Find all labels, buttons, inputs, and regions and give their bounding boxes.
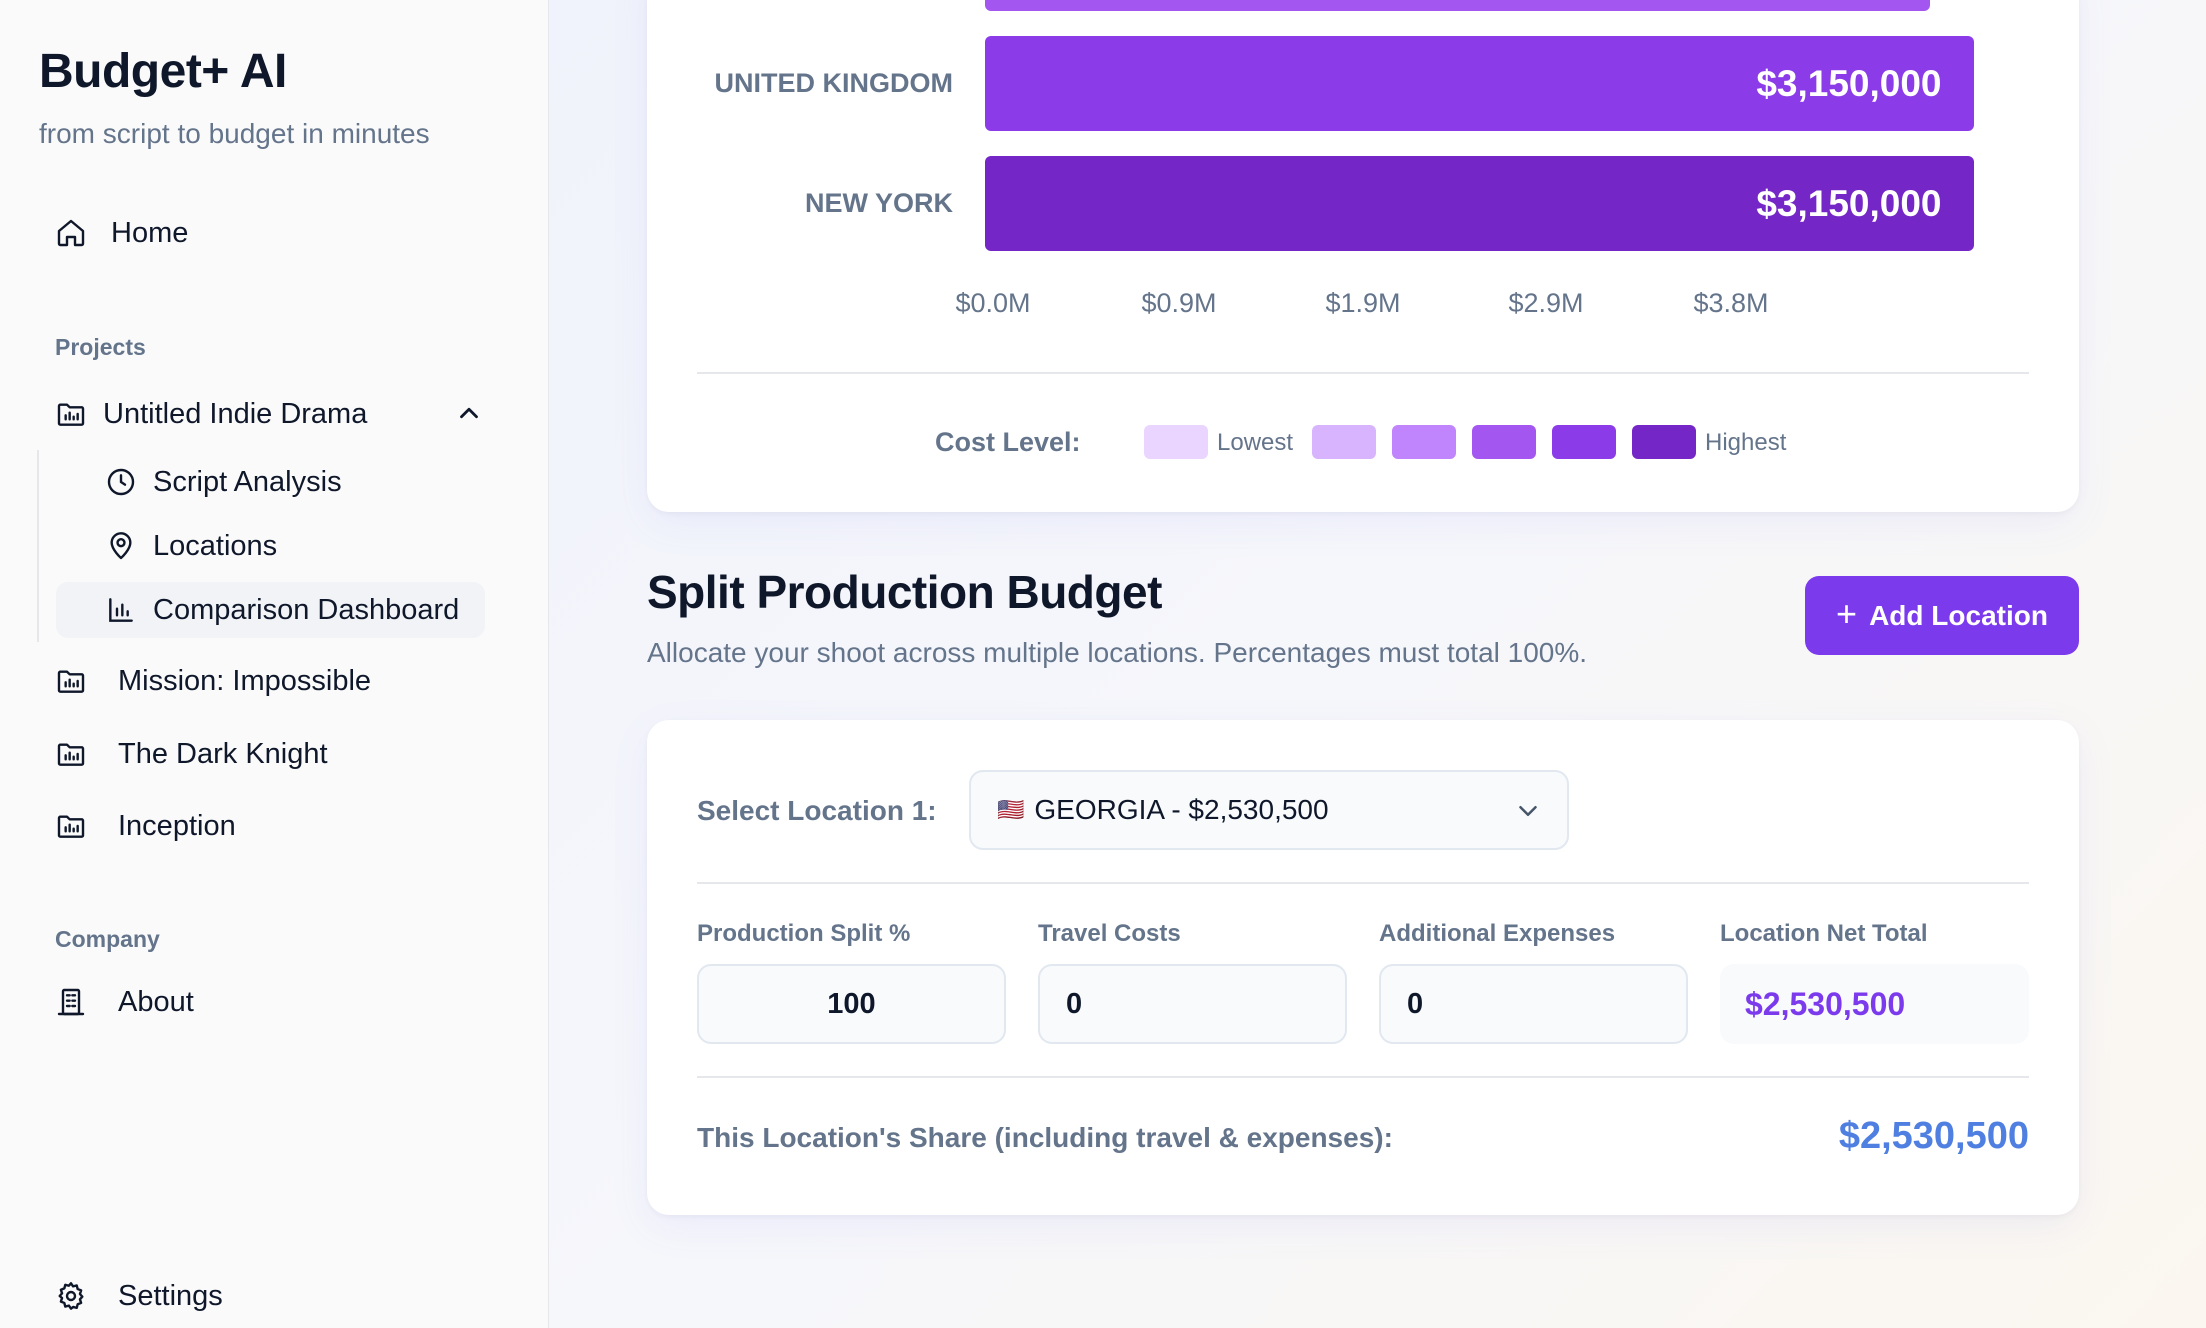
chart-divider xyxy=(697,372,2029,374)
app-subtitle: from script to budget in minutes xyxy=(39,118,430,149)
production-split-input[interactable]: 100 xyxy=(697,964,1006,1044)
legend-swatch-6 xyxy=(1632,425,1696,459)
production-split-label: Production Split % xyxy=(697,920,911,947)
home-icon xyxy=(54,216,88,250)
legend-swatch-5 xyxy=(1552,425,1616,459)
folder-icon xyxy=(54,809,88,843)
chart-bar-value-label: $3,150,000 xyxy=(1756,62,1942,104)
additional-expenses-label: Additional Expenses xyxy=(1379,920,1616,947)
legend-swatch-4 xyxy=(1472,425,1536,459)
building-icon xyxy=(54,985,88,1019)
folder-icon xyxy=(54,737,88,771)
app-title: Budget+ AI xyxy=(39,45,287,98)
location-select[interactable]: 🇺🇸 GEORGIA - $2,530,500 xyxy=(969,770,1569,850)
sidebar-project-untitled-indie-drama[interactable]: Untitled Indie Drama xyxy=(54,397,367,431)
add-location-button[interactable]: + Add Location xyxy=(1805,576,2079,655)
chevron-down-icon xyxy=(1519,806,1537,816)
sidebar-project-inception[interactable]: Inception xyxy=(54,809,236,843)
travel-costs-input[interactable]: 0 xyxy=(1038,964,1347,1044)
legend-lowest-label: Lowest xyxy=(1217,429,1294,456)
chart-bar-value-label: $3,150,000 xyxy=(1756,182,1942,224)
chevron-up-icon[interactable] xyxy=(454,398,484,428)
add-location-label: Add Location xyxy=(1869,599,2048,631)
active-item-highlight xyxy=(56,582,485,638)
sidebar-item-label: Locations xyxy=(153,529,278,562)
subnav-guide-line xyxy=(37,450,39,642)
legend-swatch-3 xyxy=(1392,425,1456,459)
sidebar-item-about[interactable]: About xyxy=(54,985,194,1019)
location-share-label: This Location's Share (including travel … xyxy=(697,1122,1393,1153)
folder-icon xyxy=(54,664,88,698)
legend-swatch-2 xyxy=(1312,425,1376,459)
chart-bar: $3,150,000 xyxy=(985,156,1974,251)
divider-top xyxy=(697,882,2029,884)
split-budget-description: Allocate your shoot across multiple loca… xyxy=(647,637,1588,668)
chart-x-tick-label: $2.9M xyxy=(1508,288,1584,318)
legend-title: Cost Level: xyxy=(935,427,1081,457)
clock-icon xyxy=(104,465,138,499)
sidebar-item-label: About xyxy=(118,985,194,1018)
additional-expenses-input[interactable]: 0 xyxy=(1379,964,1688,1044)
chart-bar: $3,150,000 xyxy=(985,36,1974,131)
sidebar-project-the-dark-knight[interactable]: The Dark Knight xyxy=(54,737,328,771)
sidebar-project-mission-impossible[interactable]: Mission: Impossible xyxy=(54,664,371,698)
chart-bar-partial xyxy=(985,0,1930,11)
location-net-total-value: $2,530,500 xyxy=(1720,964,2029,1044)
plus-icon: + xyxy=(1836,592,1858,634)
sidebar-item-label: The Dark Knight xyxy=(118,737,328,770)
chart-x-tick-label: $1.9M xyxy=(1325,288,1401,318)
sidebar-item-label: Mission: Impossible xyxy=(118,664,372,697)
chart-x-tick-label: $0.9M xyxy=(1141,288,1217,318)
chart-category-label: UNITED KINGDOM xyxy=(714,68,954,98)
chart-x-tick-label: $3.8M xyxy=(1693,288,1769,318)
sidebar-item-label: Script Analysis xyxy=(153,465,342,498)
location-net-total-label: Location Net Total xyxy=(1720,920,1928,947)
sidebar-item-script-analysis[interactable]: Script Analysis xyxy=(104,465,342,499)
projects-section-label: Projects xyxy=(55,334,146,360)
sidebar: Budget+ AI from script to budget in minu… xyxy=(0,0,549,1328)
split-budget-title: Split Production Budget xyxy=(647,566,1162,618)
chart-x-tick-label: $0.0M xyxy=(955,288,1031,318)
sidebar-item-label: Untitled Indie Drama xyxy=(103,397,368,430)
legend-swatch-1 xyxy=(1144,425,1208,459)
legend-highest-label: Highest xyxy=(1705,429,1787,456)
sidebar-item-settings[interactable]: Settings xyxy=(54,1279,223,1313)
location-select-value: GEORGIA - $2,530,500 xyxy=(1034,794,1329,825)
gear-icon xyxy=(54,1279,88,1313)
bar-chart-icon xyxy=(104,593,138,627)
sidebar-item-home[interactable]: Home xyxy=(54,216,188,250)
travel-costs-label: Travel Costs xyxy=(1038,920,1181,947)
select-location-label: Select Location 1: xyxy=(697,795,937,826)
folder-icon xyxy=(54,397,88,431)
location-share-value: $2,530,500 xyxy=(1838,1115,2029,1157)
sidebar-item-label: Home xyxy=(111,216,189,249)
sidebar-item-comparison-dashboard[interactable]: Comparison Dashboard xyxy=(104,593,459,627)
map-pin-icon xyxy=(104,529,138,563)
sidebar-item-label: Settings xyxy=(118,1279,223,1312)
sidebar-item-label: Inception xyxy=(118,809,236,842)
chart-category-label: NEW YORK xyxy=(804,188,953,218)
company-section-label: Company xyxy=(55,926,160,952)
sidebar-item-locations[interactable]: Locations xyxy=(104,529,277,563)
sidebar-item-label: Comparison Dashboard xyxy=(153,593,460,626)
divider-bottom xyxy=(697,1076,2029,1078)
us-flag-icon: 🇺🇸 xyxy=(997,797,1025,822)
